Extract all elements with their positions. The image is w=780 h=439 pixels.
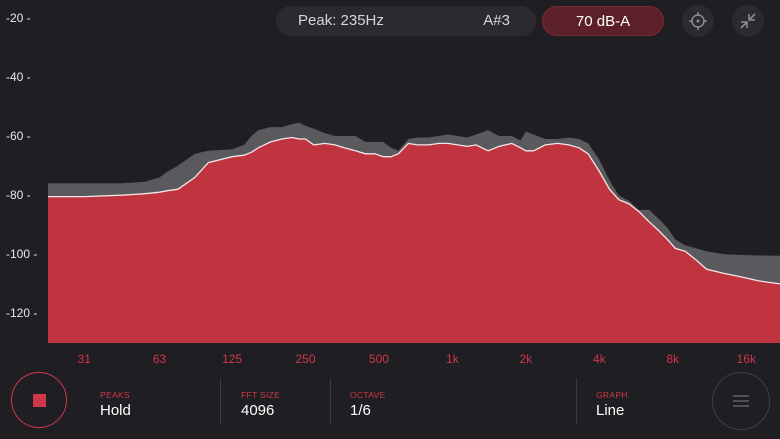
- peaks-label: PEAKS: [100, 390, 130, 400]
- divider: [576, 378, 577, 424]
- fullscreen-button[interactable]: [732, 5, 764, 37]
- x-tick-label: 8k: [666, 352, 680, 366]
- fft-size-label: FFT SIZE: [241, 390, 281, 400]
- x-tick-label: 2k: [519, 352, 533, 366]
- peak-readout-pill[interactable]: Peak: 235Hz A#3: [276, 6, 536, 36]
- level-text: 70 dB-A: [575, 13, 631, 30]
- collapse-arrows-icon: [740, 13, 756, 29]
- peak-note-text: A#3: [483, 12, 510, 29]
- x-tick-label: 4k: [593, 352, 606, 366]
- x-tick-label: 63: [152, 352, 167, 366]
- menu-button[interactable]: [712, 372, 770, 430]
- y-tick-label: -40 -: [6, 69, 31, 84]
- peaks-setting[interactable]: PEAKS Hold: [100, 378, 131, 424]
- spectrum-area: [48, 137, 780, 343]
- graph-label: GRAPH: [596, 390, 628, 400]
- octave-label: OCTAVE: [350, 390, 386, 400]
- divider: [330, 378, 331, 424]
- x-tick-label: 125: [222, 352, 243, 366]
- x-tick-label: 1k: [446, 352, 459, 366]
- fft-size-setting[interactable]: FFT SIZE 4096: [241, 378, 280, 424]
- y-tick-label: -60 -: [6, 129, 31, 143]
- y-tick-label: -20 -: [6, 10, 31, 25]
- y-tick-label: -80 -: [6, 188, 31, 203]
- peak-frequency-text: Peak: 235Hz: [298, 12, 384, 29]
- x-tick-label: 250: [295, 352, 316, 366]
- y-tick-label: -120 -: [6, 306, 38, 321]
- graph-value: Line: [596, 402, 625, 419]
- graph-setting[interactable]: GRAPH Line: [596, 378, 628, 424]
- octave-setting[interactable]: OCTAVE 1/6: [350, 378, 386, 424]
- x-tick-label: 31: [77, 352, 91, 366]
- record-stop-button[interactable]: [11, 372, 67, 428]
- y-tick-label: -100 -: [6, 247, 38, 262]
- level-meter-pill[interactable]: 70 dB-A: [542, 6, 664, 36]
- target-button[interactable]: [682, 5, 714, 37]
- crosshair-icon: [689, 12, 707, 30]
- divider: [220, 378, 221, 424]
- x-tick-label: 500: [368, 352, 390, 366]
- octave-value: 1/6: [350, 402, 371, 419]
- peaks-value: Hold: [100, 402, 131, 419]
- fft-size-value: 4096: [241, 402, 275, 419]
- hamburger-menu-icon: [733, 395, 749, 407]
- spectrum-line: [48, 136, 780, 285]
- stop-icon: [33, 394, 46, 407]
- x-tick-label: 16k: [736, 352, 756, 366]
